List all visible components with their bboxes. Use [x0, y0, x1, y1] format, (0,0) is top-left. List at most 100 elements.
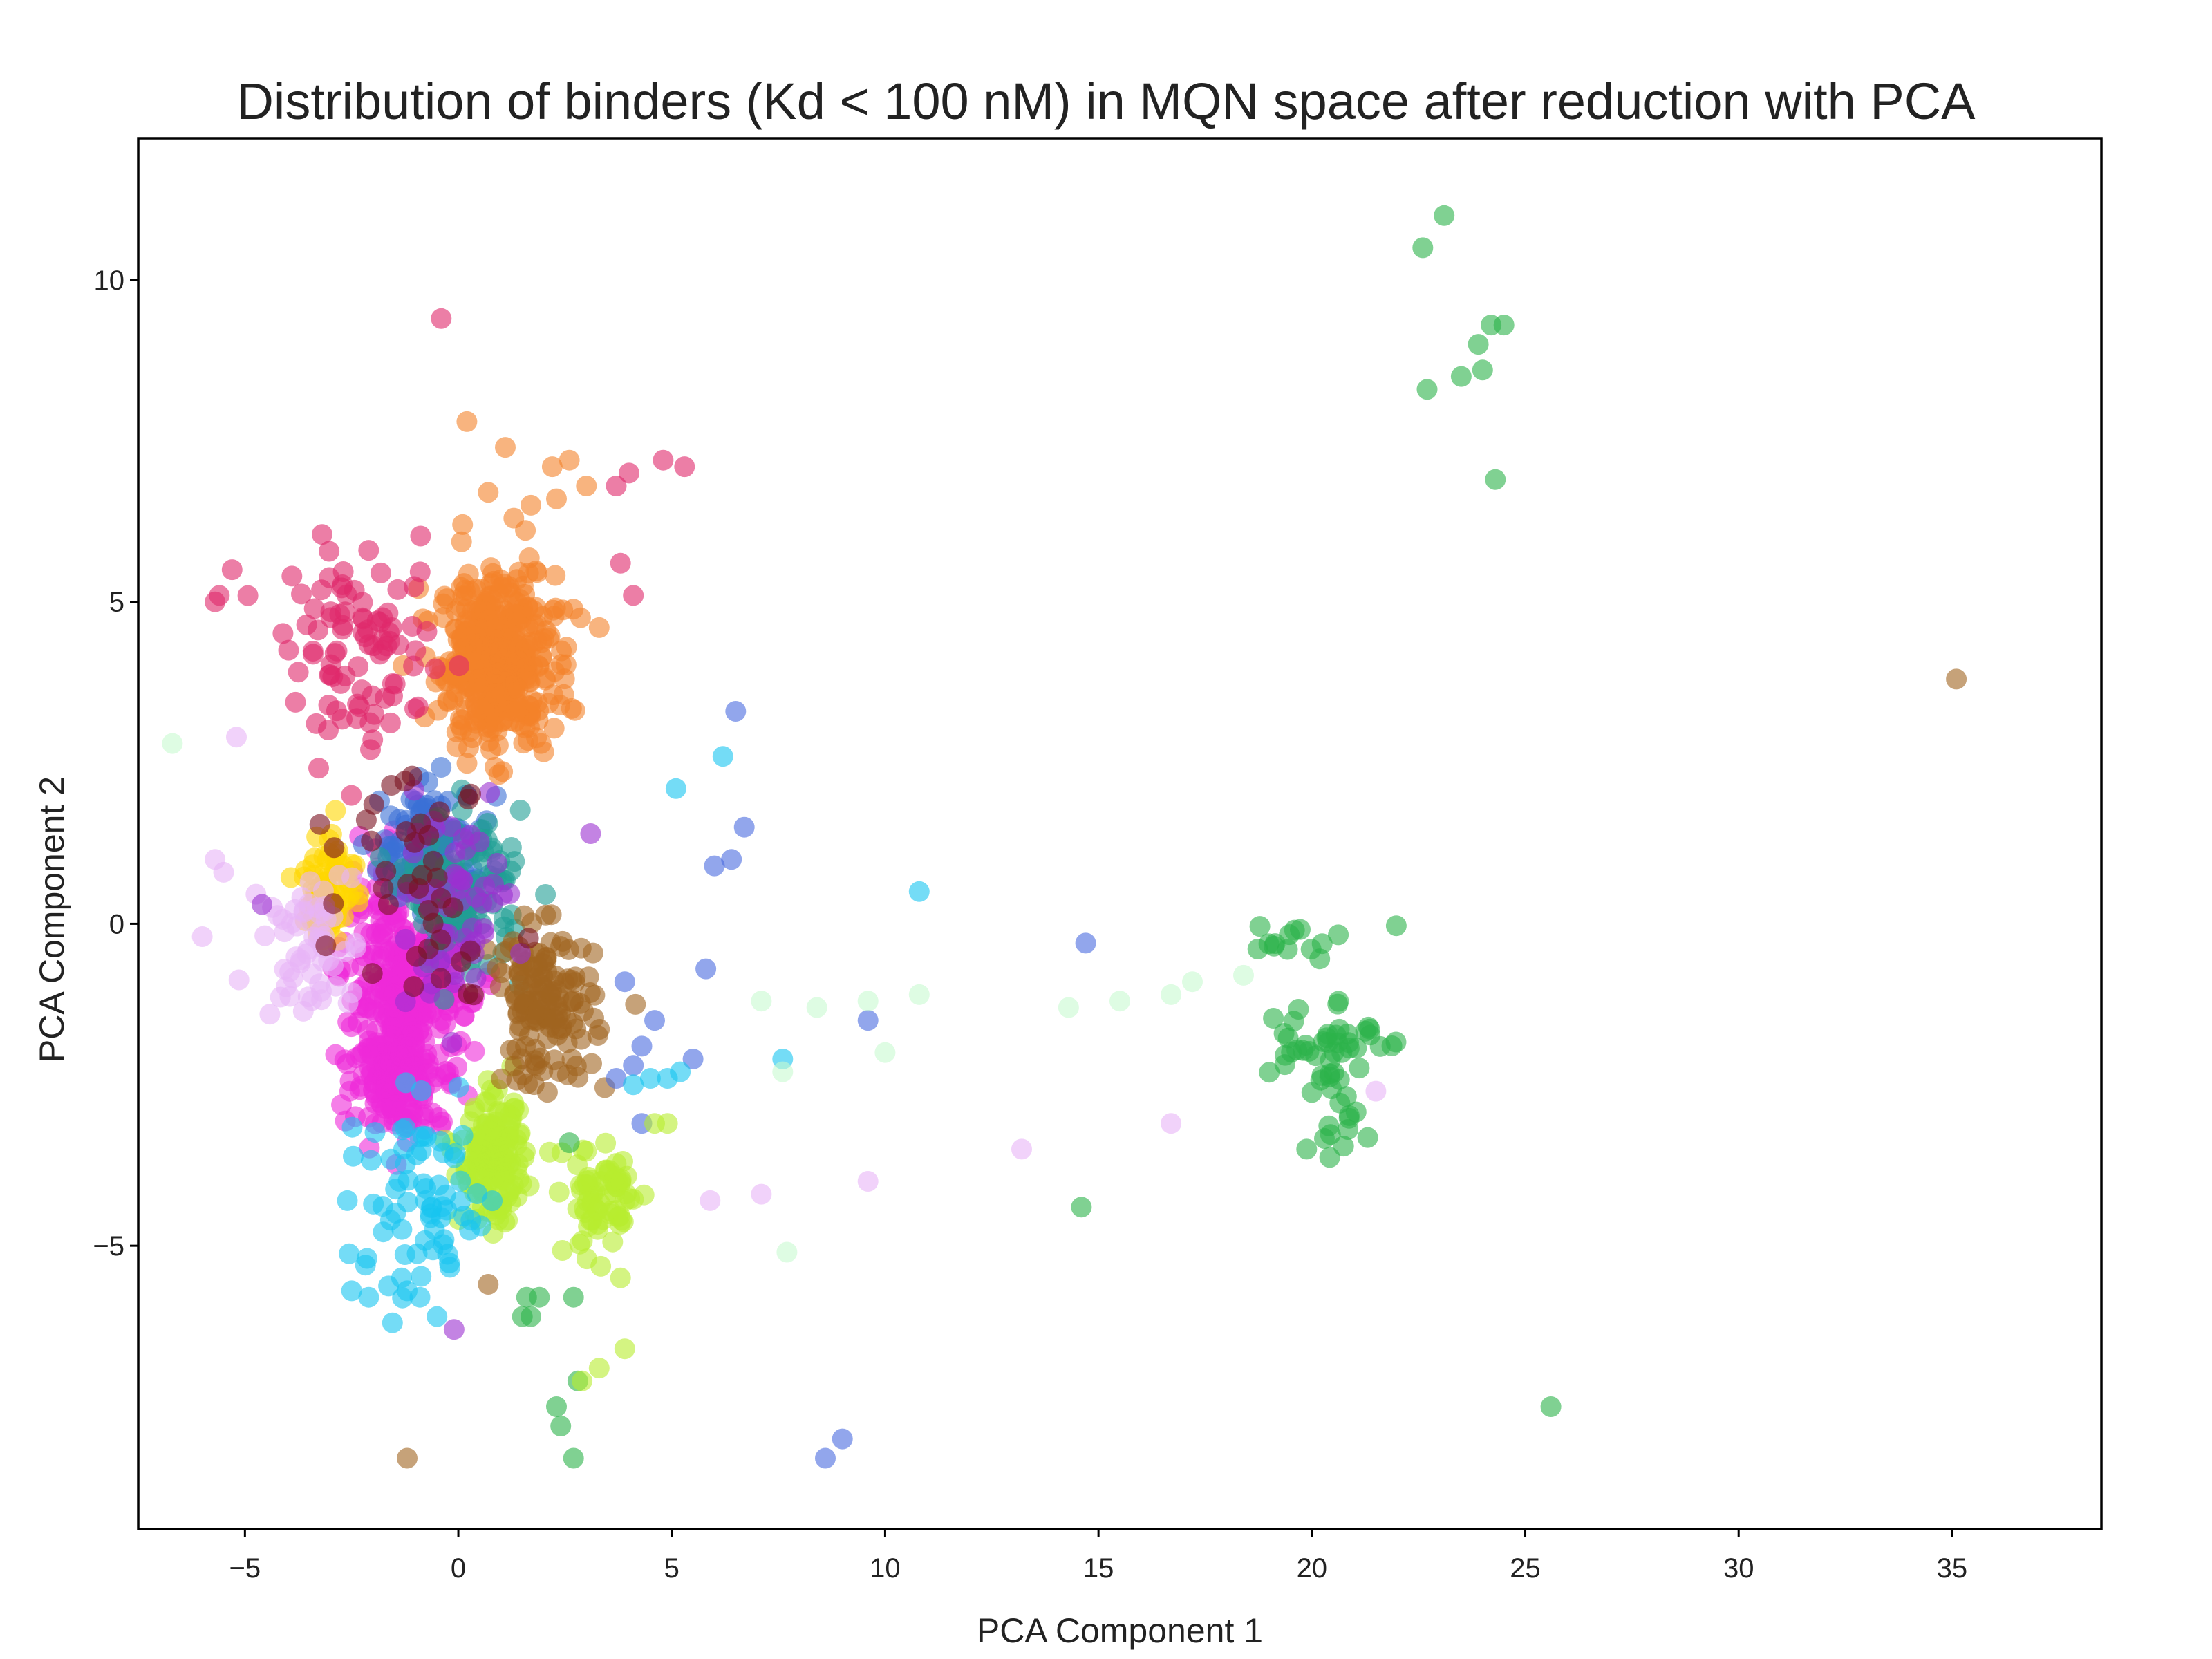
- data-point: [606, 1068, 627, 1089]
- data-point: [449, 868, 470, 890]
- data-point: [504, 851, 525, 872]
- data-point: [555, 654, 577, 675]
- data-point: [427, 1306, 448, 1327]
- data-point: [725, 701, 747, 722]
- data-point: [806, 997, 827, 1018]
- data-point: [388, 634, 409, 655]
- data-point: [573, 1000, 594, 1022]
- data-point: [536, 1082, 558, 1103]
- data-point: [623, 1055, 644, 1076]
- data-point: [580, 1210, 601, 1231]
- data-point: [491, 962, 512, 984]
- data-point: [1182, 971, 1203, 993]
- data-point: [491, 1151, 512, 1172]
- data-point: [815, 1447, 836, 1469]
- data-point: [332, 709, 353, 730]
- data-point: [343, 1145, 364, 1167]
- data-point: [1319, 1147, 1340, 1168]
- data-point: [584, 984, 606, 1006]
- data-point: [1263, 1008, 1284, 1029]
- data-point: [570, 1029, 592, 1050]
- data-point: [695, 958, 717, 980]
- data-point: [1468, 334, 1489, 355]
- data-point: [452, 1125, 474, 1146]
- data-point: [459, 1219, 480, 1241]
- data-point: [363, 1193, 384, 1215]
- data-point: [564, 700, 585, 721]
- data-point: [908, 881, 930, 902]
- data-point: [857, 1171, 879, 1192]
- data-point: [275, 976, 297, 997]
- data-point: [395, 1117, 416, 1138]
- data-point: [320, 601, 341, 623]
- data-point: [588, 617, 610, 638]
- data-point: [162, 733, 183, 754]
- data-point: [1275, 1044, 1296, 1066]
- data-point: [614, 1338, 635, 1360]
- data-point: [332, 619, 353, 640]
- data-point: [772, 1061, 794, 1082]
- data-point: [602, 1231, 624, 1253]
- data-point: [274, 959, 295, 980]
- data-point: [523, 600, 544, 621]
- data-point: [1109, 991, 1130, 1012]
- data-point: [357, 1038, 378, 1059]
- data-point: [548, 987, 570, 1008]
- data-point: [1434, 205, 1455, 226]
- data-point: [857, 991, 879, 1012]
- data-point: [392, 858, 413, 879]
- data-point: [590, 1193, 611, 1214]
- data-point: [568, 1067, 589, 1088]
- data-point: [657, 1113, 678, 1134]
- data-point: [545, 565, 566, 586]
- data-point: [546, 488, 567, 509]
- data-point: [623, 1074, 644, 1096]
- data-point: [444, 842, 466, 863]
- data-point: [1493, 315, 1515, 336]
- data-point: [356, 1248, 377, 1269]
- data-point: [451, 531, 472, 552]
- data-point: [1161, 1113, 1182, 1134]
- data-point: [341, 867, 363, 888]
- data-point: [540, 932, 561, 953]
- data-point: [483, 874, 504, 895]
- data-point: [1161, 984, 1182, 1005]
- data-point: [363, 1000, 384, 1021]
- data-point: [522, 635, 543, 657]
- data-point: [323, 955, 344, 977]
- data-point: [395, 1072, 416, 1094]
- data-point: [413, 1173, 434, 1194]
- data-point: [700, 1190, 721, 1211]
- data-point: [550, 1416, 572, 1436]
- data-point: [341, 785, 362, 806]
- data-point: [379, 1210, 401, 1231]
- data-point: [552, 599, 574, 621]
- data-point: [446, 736, 467, 758]
- data-point: [397, 1280, 418, 1302]
- data-point: [588, 1358, 610, 1379]
- data-point: [521, 494, 541, 516]
- data-point: [315, 935, 337, 957]
- data-point: [364, 704, 385, 725]
- data-point: [518, 547, 540, 568]
- data-point: [427, 867, 448, 888]
- data-point: [494, 1102, 516, 1123]
- data-point: [324, 837, 345, 859]
- data-point: [408, 878, 429, 899]
- data-point: [498, 662, 520, 684]
- data-point: [353, 1064, 374, 1085]
- data-point: [606, 1153, 627, 1174]
- data-point: [420, 1197, 442, 1219]
- data-point: [529, 1286, 550, 1308]
- data-point: [385, 1179, 406, 1200]
- data-point: [504, 622, 525, 644]
- data-point: [456, 753, 478, 774]
- data-point: [776, 1241, 798, 1263]
- data-point: [1472, 359, 1493, 381]
- data-point: [874, 1042, 896, 1063]
- chart-title: Distribution of binders (Kd < 100 nM) in…: [236, 73, 1976, 130]
- data-point: [1247, 939, 1268, 959]
- data-point: [428, 1174, 449, 1196]
- data-point: [733, 816, 755, 838]
- data-point: [308, 758, 329, 779]
